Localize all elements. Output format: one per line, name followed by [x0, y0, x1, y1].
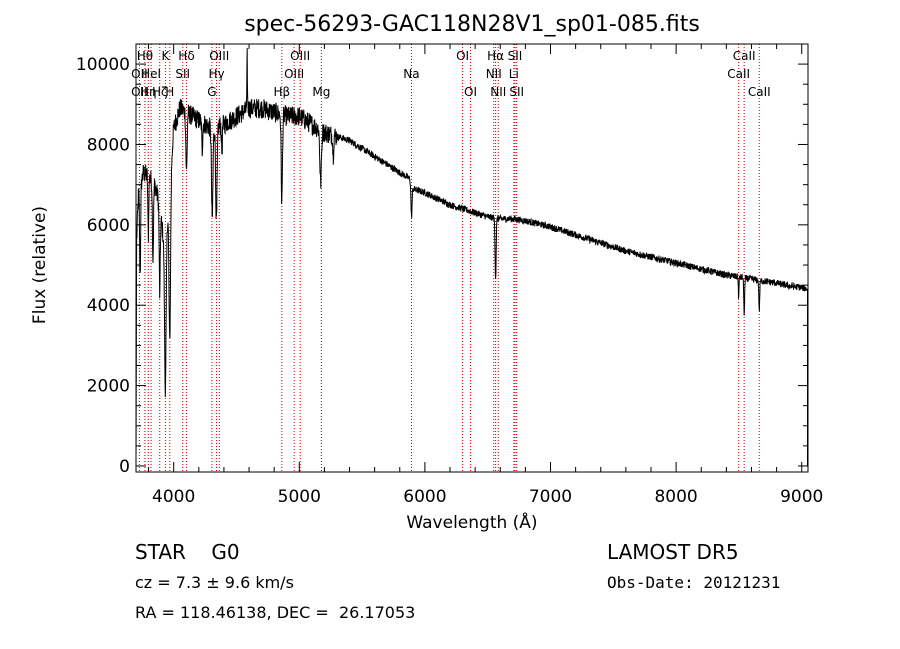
- line-marker-label: Na: [403, 67, 419, 81]
- line-marker-label: Hβ: [273, 85, 290, 99]
- spectrum-line: [135, 47, 808, 467]
- line-marker-label: Li: [509, 67, 519, 81]
- line-marker-label: Hα: [487, 49, 504, 63]
- chart-title: spec-56293-GAC118N28V1_sp01-085.fits: [244, 12, 700, 37]
- y-tick-label: 0: [119, 457, 130, 477]
- line-marker-label: OI: [464, 85, 477, 99]
- line-marker-label: CaII: [733, 49, 756, 63]
- y-tick-label: 6000: [87, 216, 130, 236]
- line-marker-label: Hζ: [152, 85, 168, 99]
- observation-date: Obs-Date: 20121231: [607, 573, 781, 592]
- line-marker-label: OI: [456, 49, 469, 63]
- line-marker-label: Hθ: [137, 49, 153, 63]
- object-classification: STAR G0: [135, 540, 240, 564]
- line-marker-label: CaII: [727, 67, 750, 81]
- y-axis-ticks: 0 2000 4000 6000 8000 10000: [76, 55, 808, 477]
- line-marker-label: CaII: [748, 85, 771, 99]
- line-marker-label: H: [165, 85, 174, 99]
- x-tick-label: 4000: [152, 487, 195, 507]
- x-tick-label: 7000: [529, 487, 572, 507]
- line-marker-label: NII: [486, 67, 502, 81]
- x-axis-label: Wavelength (Å): [406, 511, 537, 533]
- line-marker-label: SII: [509, 85, 524, 99]
- line-marker-label: HeI: [141, 67, 161, 81]
- line-marker-label: OIII: [209, 49, 229, 63]
- x-axis-ticks: 4000 5000 6000 7000 8000 9000: [148, 44, 823, 507]
- line-marker-label: OII: [131, 67, 148, 81]
- y-axis-label: Flux (relative): [30, 206, 50, 324]
- spectral-line-markers: [138, 44, 760, 472]
- y-tick-label: 8000: [87, 135, 130, 155]
- plot-frame: [135, 43, 809, 473]
- x-tick-label: 8000: [654, 487, 697, 507]
- line-marker-label: SII: [508, 49, 523, 63]
- y-tick-label: 2000: [87, 377, 130, 397]
- spectral-line-labels: OIIOIIHθHηHeIHζKHSIIHδGHγOIIIHβOIIIOIIIM…: [131, 49, 771, 99]
- line-marker-label: Hδ: [178, 49, 194, 63]
- line-marker-label: OIII: [290, 49, 310, 63]
- x-tick-label: 6000: [403, 487, 446, 507]
- x-tick-label: 9000: [780, 487, 823, 507]
- line-marker-label: SII: [175, 67, 190, 81]
- line-marker-label: OII: [131, 85, 148, 99]
- survey-name: LAMOST DR5: [607, 540, 739, 564]
- y-tick-label: 10000: [76, 55, 130, 75]
- line-marker-label: Hη: [140, 85, 157, 99]
- line-marker-label: K: [161, 49, 170, 63]
- line-marker-label: OIII: [284, 67, 304, 81]
- y-tick-label: 4000: [87, 296, 130, 316]
- line-marker-label: NII: [490, 85, 506, 99]
- coordinates: RA = 118.46138, DEC = 26.17053: [135, 603, 416, 622]
- line-marker-label: Hγ: [208, 67, 224, 81]
- line-marker-label: G: [207, 85, 216, 99]
- x-tick-label: 5000: [278, 487, 321, 507]
- line-marker-label: Mg: [312, 85, 330, 99]
- redshift-velocity: cz = 7.3 ± 9.6 km/s: [135, 573, 294, 592]
